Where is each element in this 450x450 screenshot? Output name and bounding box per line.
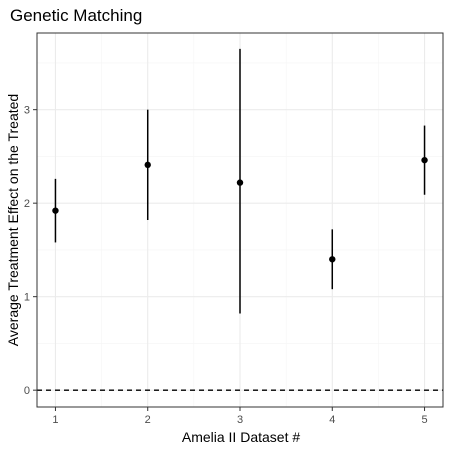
- x-tick-label: 3: [237, 414, 243, 426]
- y-tick-label: 1: [24, 292, 30, 304]
- y-axis-ticks: 0 1 2 3: [24, 105, 37, 397]
- data-points: [52, 156, 428, 263]
- x-tick-label: 1: [52, 414, 58, 426]
- x-axis-ticks: 1 2 3 4 5: [52, 407, 428, 426]
- y-tick-label: 0: [24, 385, 30, 397]
- chart-title: Genetic Matching: [10, 6, 142, 25]
- x-tick-label: 2: [145, 414, 151, 426]
- y-tick-label: 2: [24, 198, 30, 210]
- data-point: [329, 256, 336, 263]
- x-tick-label: 4: [329, 414, 335, 426]
- y-axis-title: Average Treatment Effect on the Treated: [5, 94, 21, 346]
- data-point: [421, 156, 428, 164]
- x-tick-label: 5: [421, 414, 427, 426]
- y-tick-label: 3: [24, 105, 30, 117]
- x-axis-title: Amelia II Dataset #: [182, 429, 300, 445]
- data-point: [52, 207, 59, 214]
- data-point: [144, 161, 151, 169]
- data-point: [236, 179, 244, 186]
